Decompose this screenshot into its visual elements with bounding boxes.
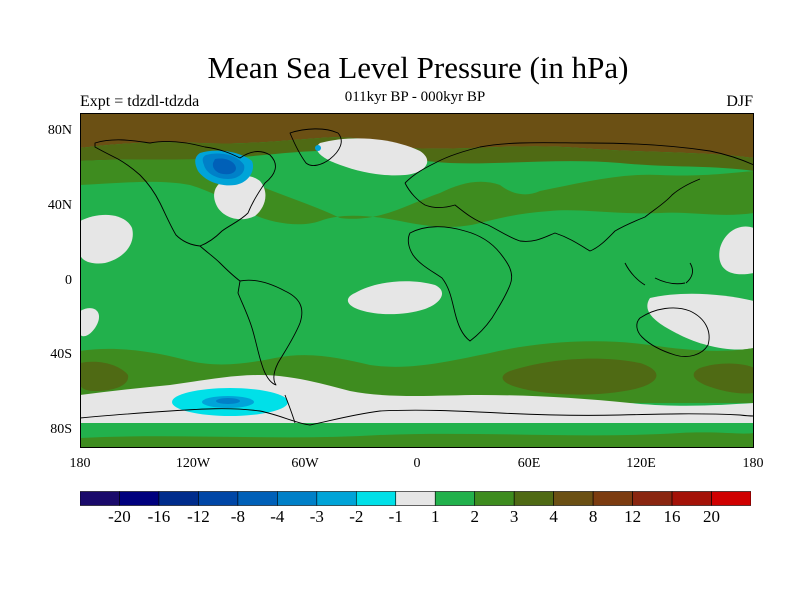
colorbar-box — [277, 491, 318, 506]
colorbar-label: -4 — [270, 507, 285, 526]
coast-australia — [636, 307, 710, 357]
coast-central-america — [199, 245, 241, 282]
colorbar-label: 3 — [509, 507, 519, 526]
lon-label-60w: 60W — [291, 456, 319, 471]
field-plus4-eastpacific — [693, 363, 754, 394]
colorbar-label: 12 — [624, 507, 642, 526]
colorbar-box — [395, 491, 436, 506]
colorbar-box — [316, 491, 357, 506]
map-frame — [80, 113, 754, 448]
lon-label-180w: 180 — [69, 456, 91, 471]
colorbar-box — [632, 491, 673, 506]
colorbar-box — [198, 491, 239, 506]
lat-label-80s: 80S — [50, 422, 72, 437]
coast-europe-asia — [404, 142, 754, 252]
colorbar-box — [553, 491, 594, 506]
colorbar-box — [592, 491, 633, 506]
field-plus4-southpacific — [80, 361, 129, 391]
lat-label-40s: 40S — [50, 347, 72, 362]
coast-greenland — [289, 128, 342, 166]
coastlines — [80, 128, 754, 426]
colorbar-box — [671, 491, 712, 506]
field-minus2-greenland-spot — [315, 145, 321, 151]
colorbar-label: -12 — [187, 507, 210, 526]
colorbar-label: -3 — [309, 507, 324, 526]
map-title: Mean Sea Level Pressure (in hPa) — [207, 50, 629, 85]
colorbar-label: -20 — [108, 507, 131, 526]
coast-antarctic-peninsula — [284, 394, 296, 424]
pressure-map — [80, 113, 754, 448]
coast-north-america — [94, 139, 276, 247]
colorbar-label: 20 — [703, 507, 721, 526]
colorbar-box — [513, 491, 554, 506]
lon-label-120w: 120W — [175, 456, 211, 471]
lat-label-80n: 80N — [47, 123, 72, 138]
coast-antarctica — [80, 408, 754, 426]
field-minus3-southpacific — [216, 398, 240, 404]
colorbar — [80, 491, 751, 506]
coast-southeast-asia — [624, 262, 693, 286]
colorbar-box — [434, 491, 476, 506]
colorbar-box — [158, 491, 199, 506]
field-minus4-hudson — [212, 158, 236, 175]
colorbar-box — [711, 491, 751, 506]
field-near-zero-southpacific — [80, 308, 100, 337]
colorbar-label: 2 — [470, 507, 479, 526]
lon-label-120e: 120E — [626, 456, 656, 471]
field-plus3-antarctic — [80, 432, 754, 448]
coast-africa — [407, 226, 513, 342]
field-near-zero-northatlantic — [214, 175, 266, 220]
colorbar-box — [80, 491, 120, 506]
colorbar-box — [237, 491, 278, 506]
colorbar-label: -2 — [349, 507, 364, 526]
colorbar-label: 1 — [430, 507, 440, 526]
colorbar-label: -1 — [388, 507, 403, 526]
colorbar-box — [355, 491, 397, 506]
lon-label-180e: 180 — [742, 456, 764, 471]
lat-label-0: 0 — [65, 273, 72, 288]
field-near-zero-pacific-west — [80, 214, 133, 264]
pressure-field — [80, 113, 754, 448]
colorbar-label: 4 — [549, 507, 558, 526]
colorbar-label: -16 — [147, 507, 171, 526]
lat-label-40n: 40N — [47, 198, 72, 213]
map-subtitle: 011kyr BP - 000kyr BP — [344, 89, 486, 105]
colorbar-label: 8 — [588, 507, 598, 526]
field-near-zero-arctic-east — [316, 138, 428, 176]
field-plus8-arctic — [80, 113, 754, 158]
field-plus4-southindian — [502, 358, 657, 395]
colorbar-box — [119, 491, 160, 506]
field-near-zero-pacific-east — [719, 226, 754, 275]
coast-south-america — [237, 279, 303, 386]
field-near-zero-southatlantic — [347, 281, 443, 315]
colorbar-label: 16 — [663, 507, 681, 526]
experiment-label: Expt = tdzdl-tdzda — [80, 93, 200, 110]
season-label: DJF — [726, 93, 753, 110]
lon-label-0: 0 — [413, 456, 421, 471]
colorbar-box — [474, 491, 515, 506]
lon-label-60e: 60E — [517, 456, 541, 471]
colorbar-label: -8 — [230, 507, 245, 526]
